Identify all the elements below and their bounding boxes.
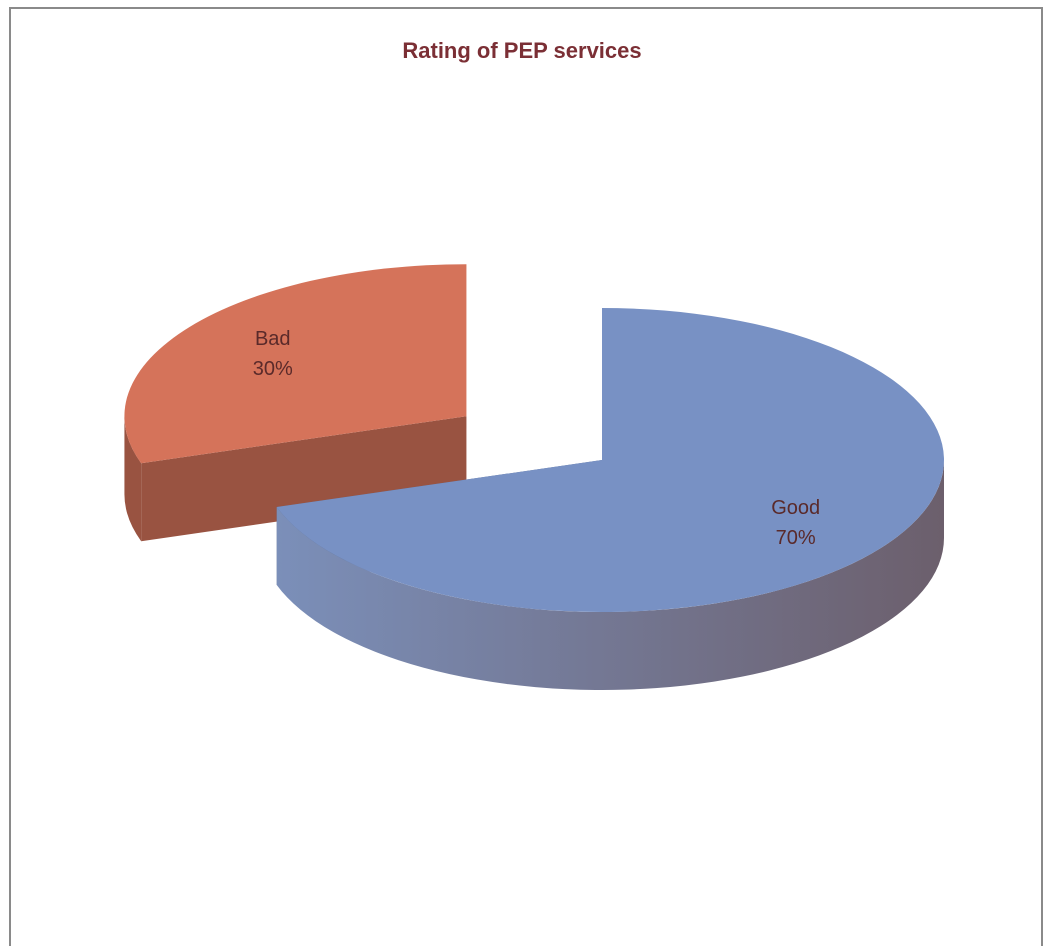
slice-side (124, 416, 142, 542)
value-label: 70% (776, 527, 816, 549)
value-label: 30% (253, 358, 293, 380)
slice-face (141, 416, 467, 542)
chart-title: Rating of PEP services (402, 38, 641, 63)
slice (276, 308, 945, 691)
category-label: Bad (255, 328, 291, 350)
slice-side (276, 460, 945, 691)
slice-top (124, 264, 467, 464)
slice (124, 264, 467, 542)
slice-top (276, 308, 945, 612)
category-label: Good (771, 497, 820, 519)
